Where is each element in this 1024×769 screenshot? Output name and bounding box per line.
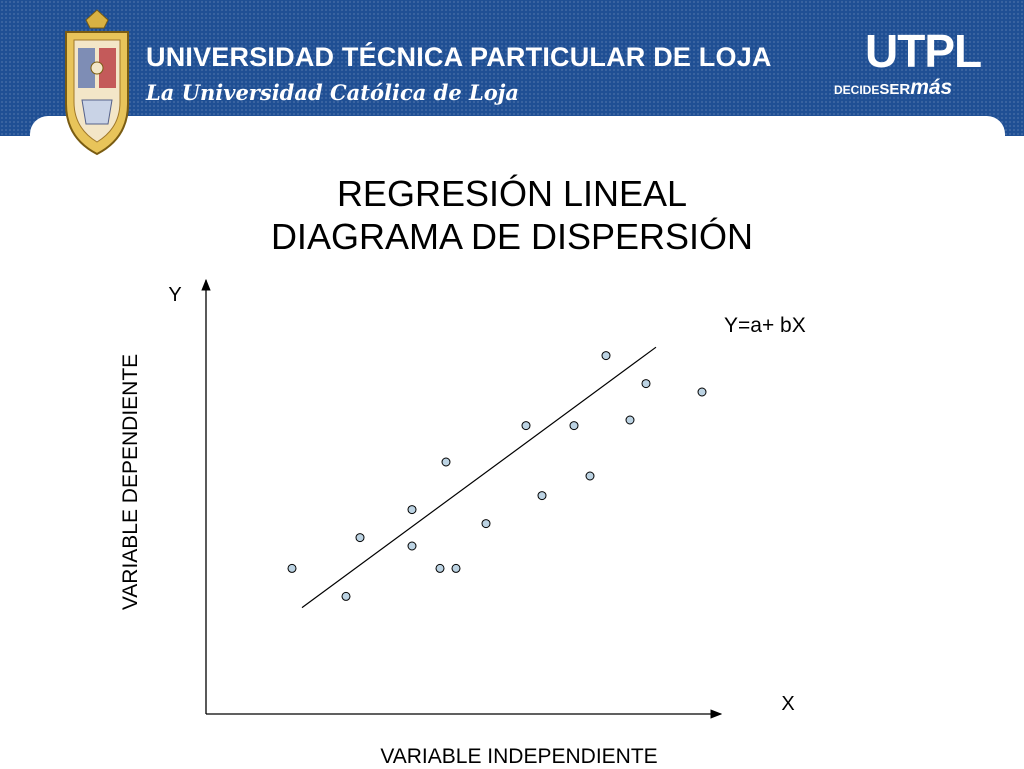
data-points [287,351,707,601]
data-point-1 [287,563,297,573]
banner-curve [30,116,1005,156]
data-point-17 [697,387,707,397]
university-name: UNIVERSIDAD TÉCNICA PARTICULAR DE LOJA [146,42,772,72]
data-point-7 [451,563,461,573]
data-point-2 [341,591,351,601]
university-motto: La Universidad Católica de Loja [146,80,519,105]
data-point-14 [601,351,611,361]
data-point-16 [641,379,651,389]
data-point-4 [407,541,417,551]
regression-line [301,346,657,609]
data-point-8 [441,457,451,467]
data-point-15 [625,415,635,425]
y-axis-letter: Y [168,284,181,306]
data-point-3 [355,533,365,543]
data-point-6 [435,563,445,573]
x-axis-letter: X [781,693,794,715]
data-point-13 [585,471,595,481]
university-crest-icon [65,9,129,156]
data-point-9 [481,519,491,529]
data-point-11 [537,491,547,501]
slogan-part-3: más [910,76,953,99]
data-point-10 [521,421,531,431]
data-point-5 [407,505,417,515]
y-axis-label: VARIABLE DEPENDIENTE [119,353,142,611]
brand-slogan: DECIDESERmás [834,76,952,100]
brand-logo: UTPL [865,25,982,77]
title-line-2: DIAGRAMA DE DISPERSIÓN [270,216,754,257]
slogan-part-2: SER [879,81,911,98]
slogan-part-1: DECIDE [834,83,880,97]
header-banner [0,0,1024,136]
slide-title: REGRESIÓN LINEAL DIAGRAMA DE DISPERSIÓN [0,172,1024,258]
data-point-12 [569,421,579,431]
regression-equation: Y=a+ bX [724,314,806,337]
x-axis-label: VARIABLE INDEPENDIENTE [380,745,658,768]
title-line-1: REGRESIÓN LINEAL [336,173,688,214]
